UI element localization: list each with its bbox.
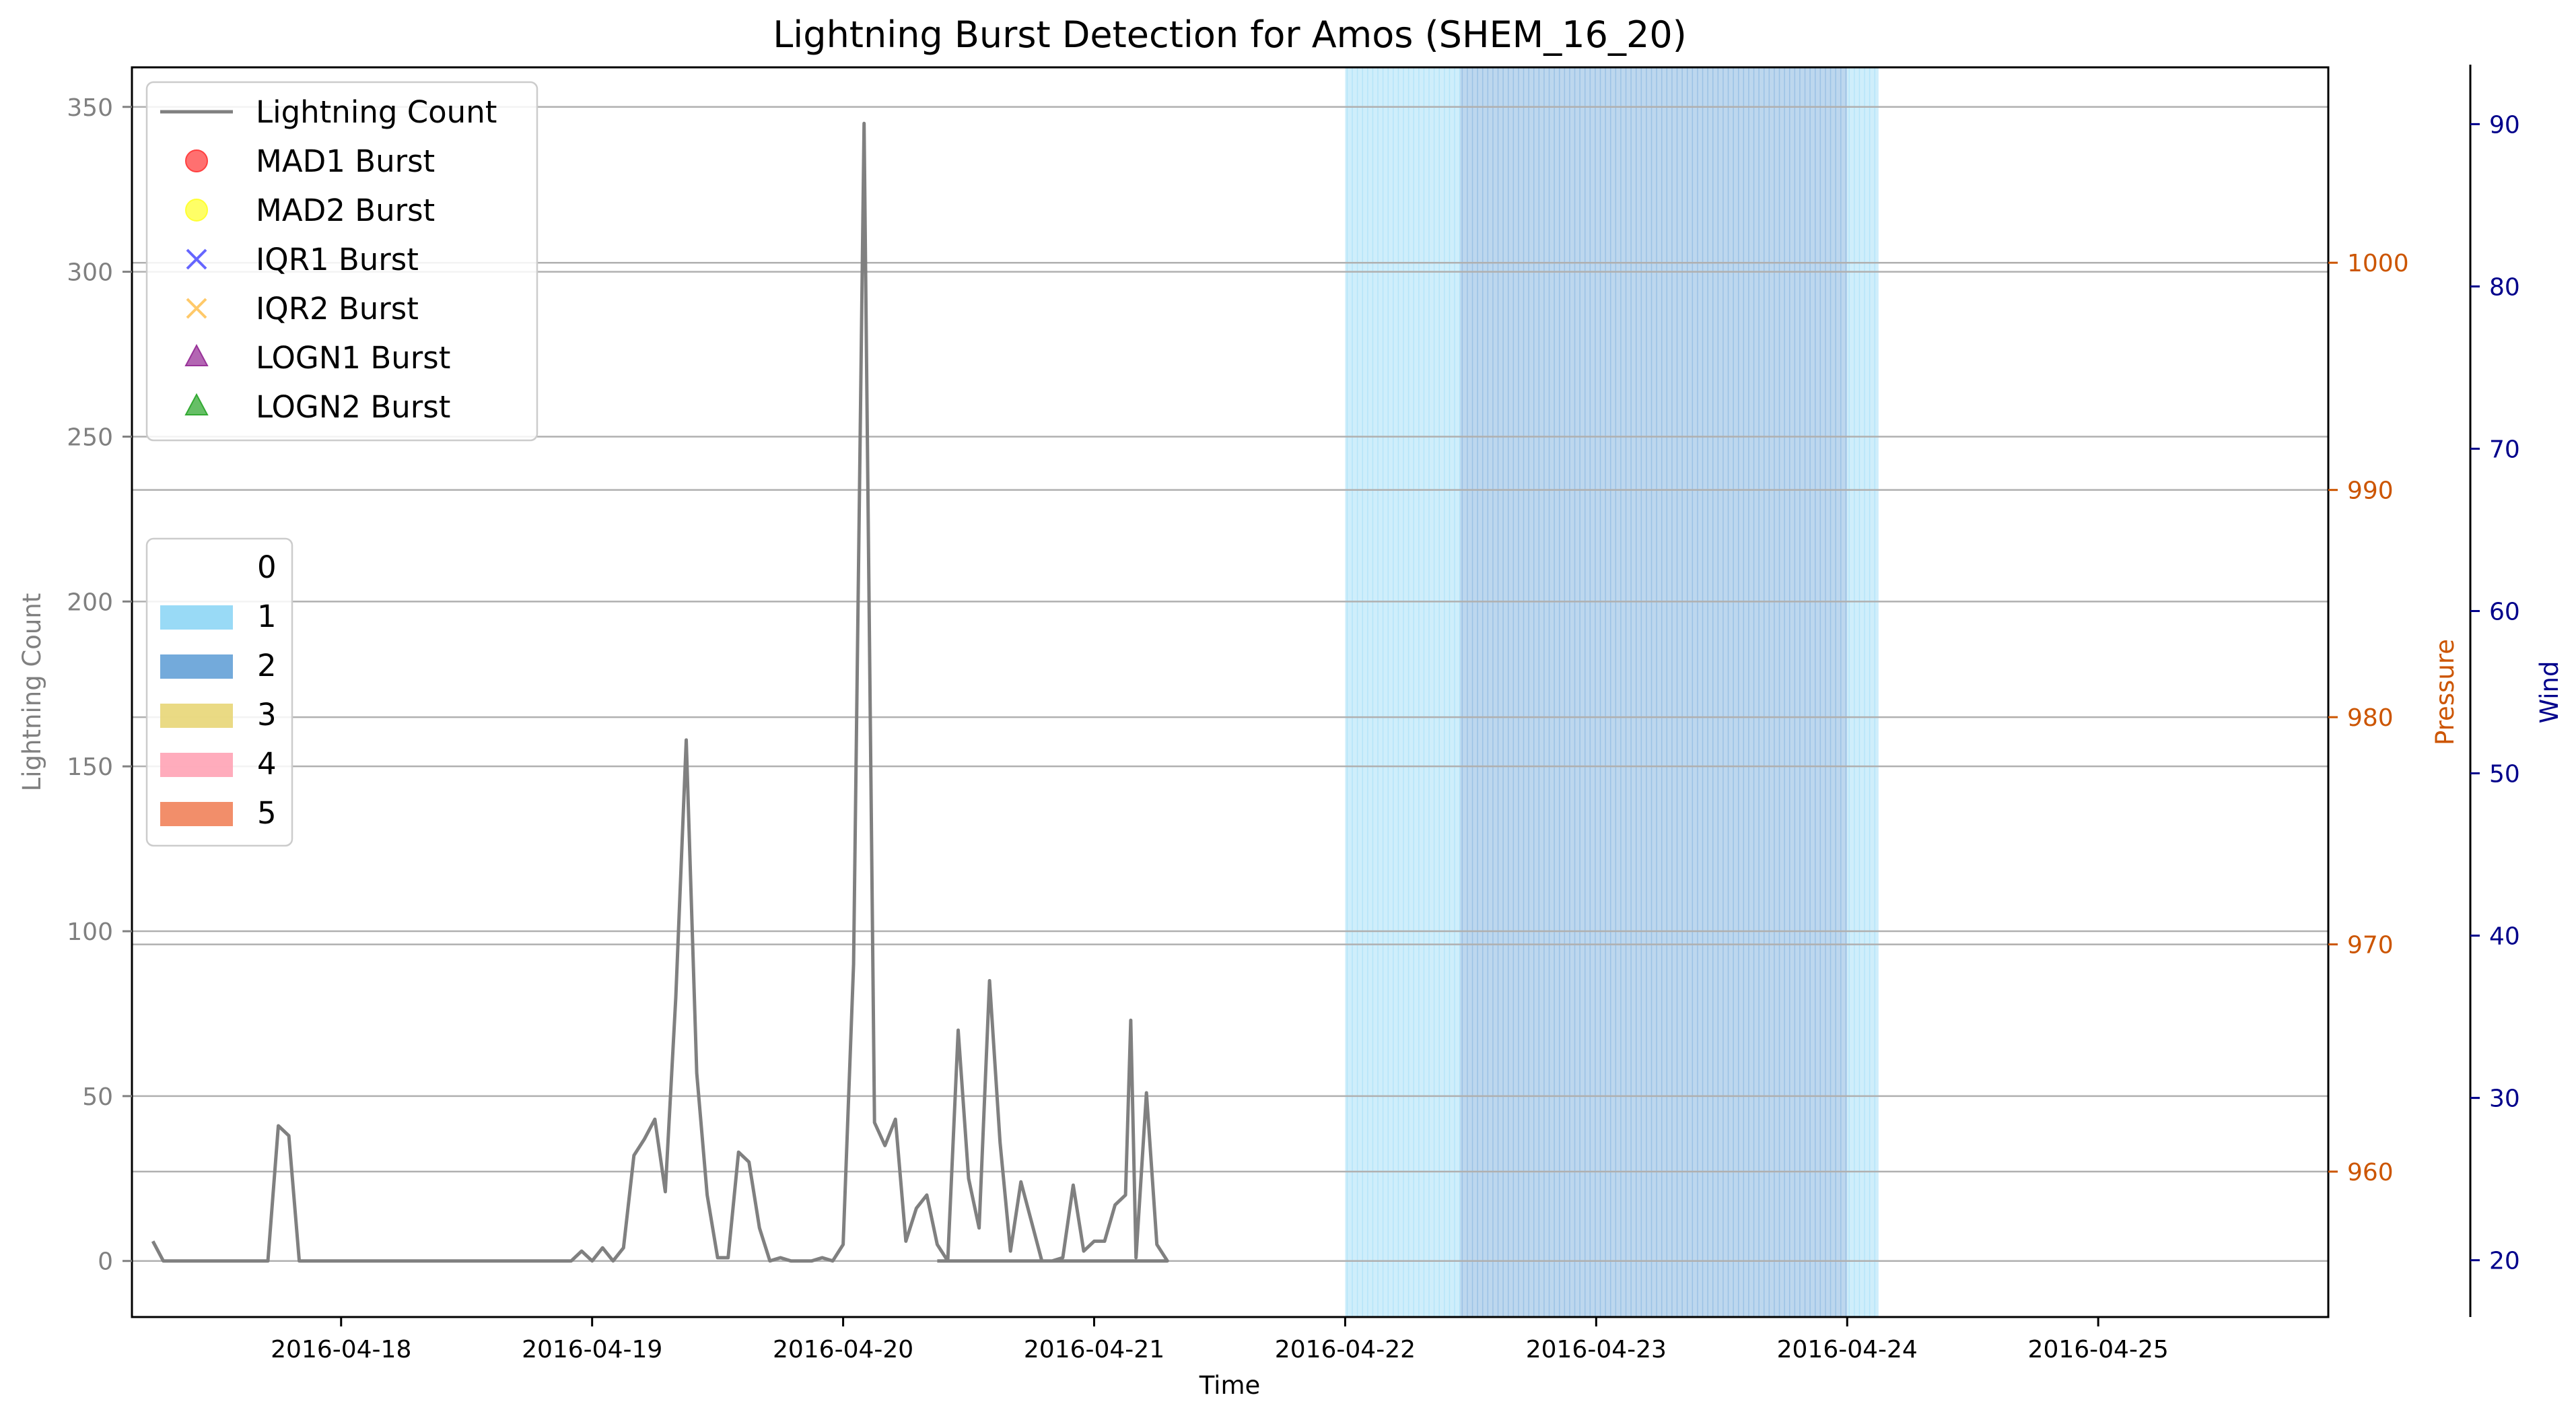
category-spans [1345,67,1879,1317]
pressure-tick-label: 960 [2347,1159,2394,1186]
category-legend-swatch [160,704,233,728]
x-tick-label: 2016-04-22 [1275,1336,1416,1363]
legend-triangle-swatch [184,343,209,366]
category-legend-swatch [160,753,233,777]
category-span-2 [1847,67,1879,1317]
pressure-axis-title: Pressure [2431,639,2460,745]
series-legend-label: MAD2 Burst [256,193,435,228]
wind-tick-label: 70 [2489,436,2520,463]
plot-series [151,121,1169,1263]
category-legend-swatch [160,605,233,630]
legend-x-swatch [186,248,207,270]
x-axis-title: Time [1199,1371,1261,1400]
x-tick-label: 2016-04-23 [1526,1336,1667,1363]
wind-tick-label: 40 [2489,923,2520,951]
pressure-axis: 960 970 980 990 1000 [2328,250,2409,1186]
category-legend-label: 2 [257,648,277,683]
left-tick-label: 100 [67,918,113,946]
x-tick-label: 2016-04-20 [773,1336,913,1363]
series-legend-label: LOGN1 Burst [256,340,450,376]
legend-circle-swatch [185,149,208,172]
legend-triangle-swatch [184,393,209,415]
category-legend-swatch [160,802,233,826]
category-legend-label: 0 [257,549,277,585]
x-tick-label: 2016-04-19 [522,1336,662,1363]
left-tick-label: 150 [67,753,113,781]
series-legend: Lightning Count MAD1 Burst MAD2 Burst IQR1 … [145,81,538,442]
category-span-0 [1345,67,1461,1317]
pressure-tick-label: 970 [2347,932,2394,959]
plot-frame [131,66,2330,1318]
series-legend-label: IQR2 Burst [256,291,419,327]
wind-axis-title: Wind [2535,661,2564,724]
wind-tick-label: 50 [2489,761,2520,788]
left-tick-label: 50 [82,1083,113,1111]
series-legend-frame [145,81,538,442]
wind-tick-label: 80 [2489,273,2520,301]
wind-tick-label: 60 [2489,598,2520,626]
category-legend-label: 1 [257,599,277,634]
left-tick-label: 350 [67,94,113,122]
legend-circle-swatch [185,199,208,222]
x-axis: 2016-04-18 2016-04-19 2016-04-20 2016-04-21… [271,1317,2169,1363]
category-legend-swatch [160,556,233,580]
left-tick-label: 0 [98,1248,113,1276]
left-tick-label: 250 [67,424,113,451]
series-legend-label: IQR1 Burst [256,242,419,277]
chart-title: Lightning Burst Detection for Amos (SHEM… [773,13,1687,56]
series-line-lightning-count [151,121,1169,1263]
pressure-tick-label: 990 [2347,477,2394,505]
pressure-tick-label: 1000 [2347,250,2409,277]
pressure-tick-label: 980 [2347,704,2394,732]
wind-tick-label: 20 [2489,1248,2520,1275]
series-legend-label: MAD1 Burst [256,143,435,179]
category-legend: 0 1 2 3 4 5 [145,537,293,847]
left-axis: 0 50 100 150 200 250 300 350 [67,94,132,1276]
x-tick-label: 2016-04-21 [1024,1336,1164,1363]
legend-x-swatch [186,298,207,319]
x-tick-label: 2016-04-18 [271,1336,411,1363]
wind-axis: 20 30 40 50 60 70 80 90 [2469,65,2520,1317]
wind-tick-label: 90 [2489,111,2520,139]
x-tick-label: 2016-04-25 [2028,1336,2169,1363]
series-legend-label: LOGN2 Burst [256,389,450,425]
left-tick-label: 300 [67,259,113,287]
category-legend-swatch [160,654,233,679]
wind-tick-label: 30 [2489,1085,2520,1113]
left-tick-label: 200 [67,588,113,616]
x-tick-label: 2016-04-24 [1777,1336,1918,1363]
category-legend-label: 4 [257,746,277,782]
category-legend-label: 3 [257,697,277,733]
series-legend-label: Lightning Count [256,94,497,130]
left-axis-title: Lightning Count [18,593,46,792]
category-span-1 [1460,67,1848,1317]
category-legend-label: 5 [257,795,277,831]
